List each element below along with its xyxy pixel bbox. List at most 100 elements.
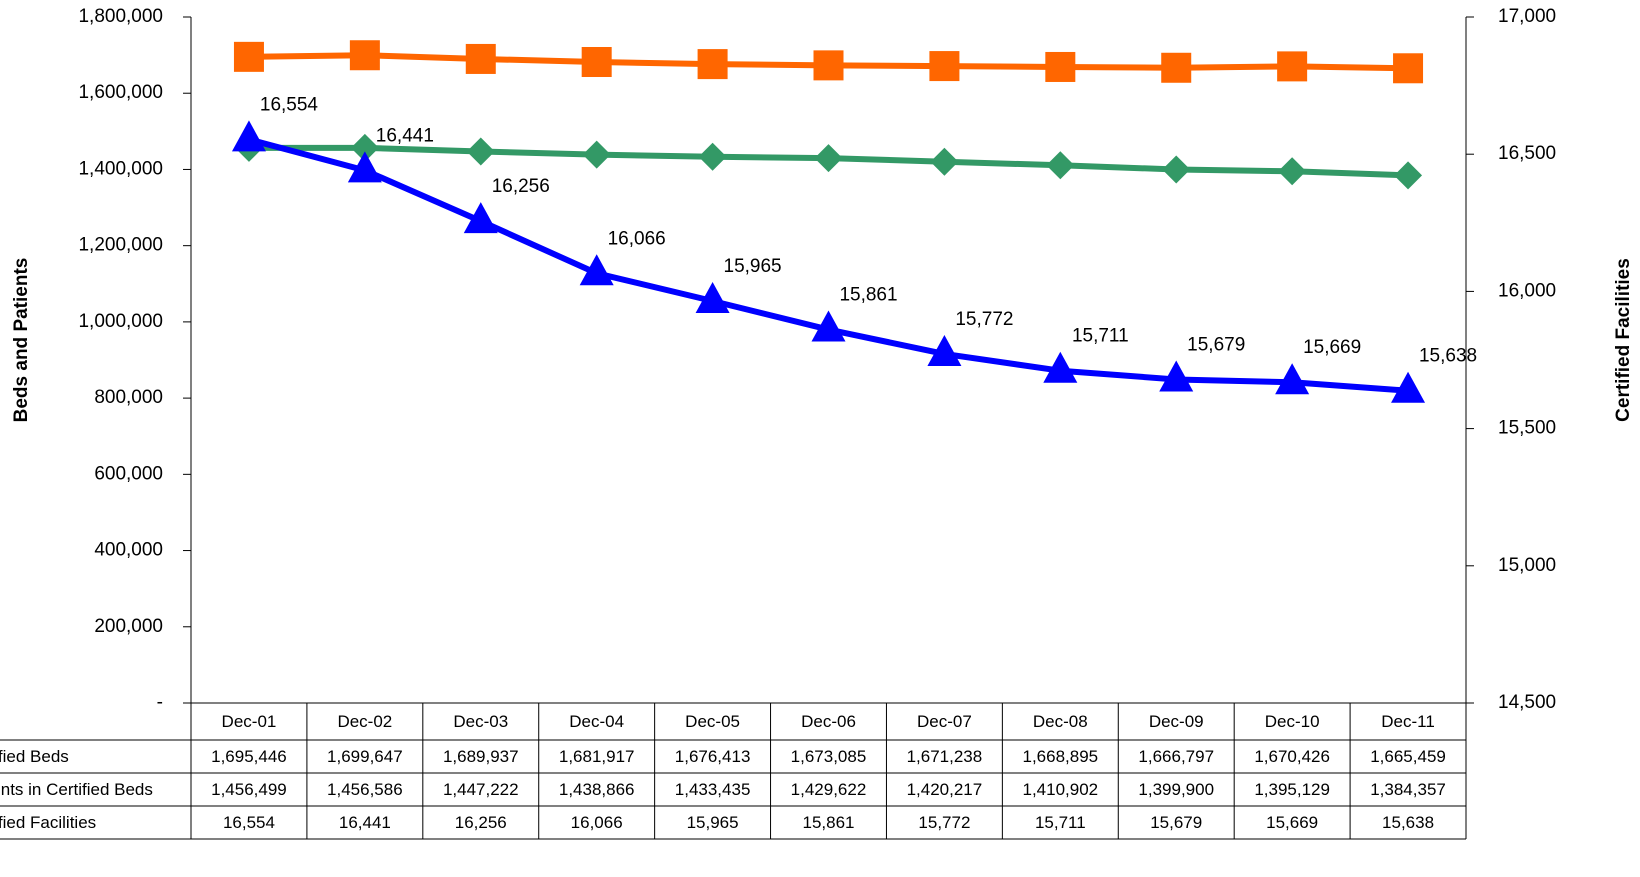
marker	[1275, 363, 1310, 395]
table-cell: 1,399,900	[1138, 780, 1214, 799]
y2-tick-label: 15,000	[1498, 555, 1556, 576]
table-cell: 15,638	[1382, 813, 1434, 832]
y2-tick-label: 15,500	[1498, 418, 1556, 439]
legend-label: Certified Facilities	[0, 813, 96, 832]
y-tick-label: 1,800,000	[78, 6, 163, 27]
marker	[347, 151, 382, 183]
table-cell: 1,681,917	[559, 747, 635, 766]
x-tick-label: Dec-01	[222, 712, 277, 731]
table-cell: 16,554	[223, 813, 275, 832]
data-label: 16,256	[492, 176, 550, 197]
data-label: 15,772	[955, 309, 1013, 330]
y-tick-label: 400,000	[94, 540, 163, 561]
marker	[1278, 157, 1307, 186]
table-cell: 15,711	[1035, 813, 1086, 832]
marker	[814, 144, 843, 173]
data-label: 15,638	[1419, 346, 1477, 367]
data-label: 16,554	[260, 94, 319, 115]
marker	[579, 254, 614, 286]
marker	[929, 51, 960, 82]
marker	[930, 147, 959, 176]
y-tick-label: 600,000	[94, 463, 163, 484]
x-tick-label: Dec-07	[917, 712, 972, 731]
table-cell: 1,668,895	[1022, 747, 1098, 766]
marker	[695, 282, 730, 314]
marker	[1162, 155, 1191, 184]
marker	[581, 47, 612, 78]
marker	[1277, 51, 1308, 82]
marker	[698, 142, 727, 171]
marker	[582, 140, 611, 169]
marker	[1394, 161, 1423, 190]
x-tick-label: Dec-08	[1033, 712, 1088, 731]
legend-label: Patients in Certified Beds	[0, 780, 153, 799]
marker	[465, 43, 496, 74]
marker	[233, 41, 264, 72]
table-cell: 1,456,586	[327, 780, 403, 799]
table-cell: 1,433,435	[675, 780, 751, 799]
table-cell: 15,965	[687, 813, 739, 832]
y2-axis-title: Certified Facilities	[1613, 258, 1634, 422]
table-cell: 15,861	[803, 813, 855, 832]
table-cell: 15,679	[1150, 813, 1202, 832]
table-cell: 1,699,647	[327, 747, 403, 766]
y-tick-label: -	[157, 692, 163, 713]
x-tick-label: Dec-02	[337, 712, 392, 731]
table-cell: 1,395,129	[1254, 780, 1330, 799]
data-label: 16,441	[376, 125, 434, 146]
marker	[1391, 371, 1426, 403]
table-cell: 1,676,413	[675, 747, 751, 766]
table-cell: 1,670,426	[1254, 747, 1330, 766]
table-cell: 1,420,217	[907, 780, 983, 799]
y2-tick-label: 16,000	[1498, 280, 1556, 301]
y-tick-label: 1,400,000	[78, 158, 163, 179]
y-axis-title: Beds and Patients	[11, 258, 32, 423]
table-cell: 1,447,222	[443, 780, 519, 799]
x-tick-label: Dec-05	[685, 712, 740, 731]
table-cell: 1,438,866	[559, 780, 635, 799]
table-cell: 1,429,622	[791, 780, 867, 799]
x-tick-label: Dec-09	[1149, 712, 1204, 731]
table-cell: 1,384,357	[1370, 780, 1446, 799]
y2-tick-label: 16,500	[1498, 143, 1556, 164]
y-tick-label: 1,000,000	[78, 311, 163, 332]
data-label: 15,965	[724, 256, 782, 277]
x-tick-label: Dec-06	[801, 712, 856, 731]
table-cell: 15,669	[1266, 813, 1318, 832]
marker	[1043, 351, 1078, 383]
marker	[231, 120, 266, 152]
table-cell: 1,665,459	[1370, 747, 1446, 766]
data-label: 16,066	[608, 228, 666, 249]
table-cell: 16,441	[339, 813, 391, 832]
data-label: 15,711	[1072, 326, 1129, 347]
marker	[813, 50, 844, 81]
marker	[1046, 151, 1075, 180]
y-tick-label: 200,000	[94, 616, 163, 637]
marker	[1393, 53, 1424, 84]
marker	[1045, 51, 1076, 82]
x-tick-label: Dec-10	[1265, 712, 1320, 731]
y-tick-label: 1,600,000	[78, 82, 163, 103]
table-cell: 1,456,499	[211, 780, 287, 799]
marker	[1159, 360, 1194, 392]
x-tick-label: Dec-03	[453, 712, 508, 731]
legend-label: Certified Beds	[0, 747, 69, 766]
y2-tick-label: 17,000	[1498, 6, 1556, 27]
y2-tick-label: 14,500	[1498, 692, 1556, 713]
marker	[811, 310, 846, 342]
marker	[463, 202, 498, 234]
marker	[349, 40, 380, 71]
table-cell: 1,410,902	[1022, 780, 1098, 799]
table-cell: 16,256	[455, 813, 507, 832]
marker	[1161, 52, 1192, 83]
y-tick-label: 800,000	[94, 387, 163, 408]
y-tick-label: 1,200,000	[78, 235, 163, 256]
table-cell: 1,689,937	[443, 747, 519, 766]
table-cell: 1,673,085	[791, 747, 867, 766]
table-cell: 1,695,446	[211, 747, 287, 766]
marker	[697, 49, 728, 80]
table-cell: 16,066	[571, 813, 623, 832]
data-label: 15,861	[839, 285, 897, 306]
marker	[466, 137, 495, 166]
